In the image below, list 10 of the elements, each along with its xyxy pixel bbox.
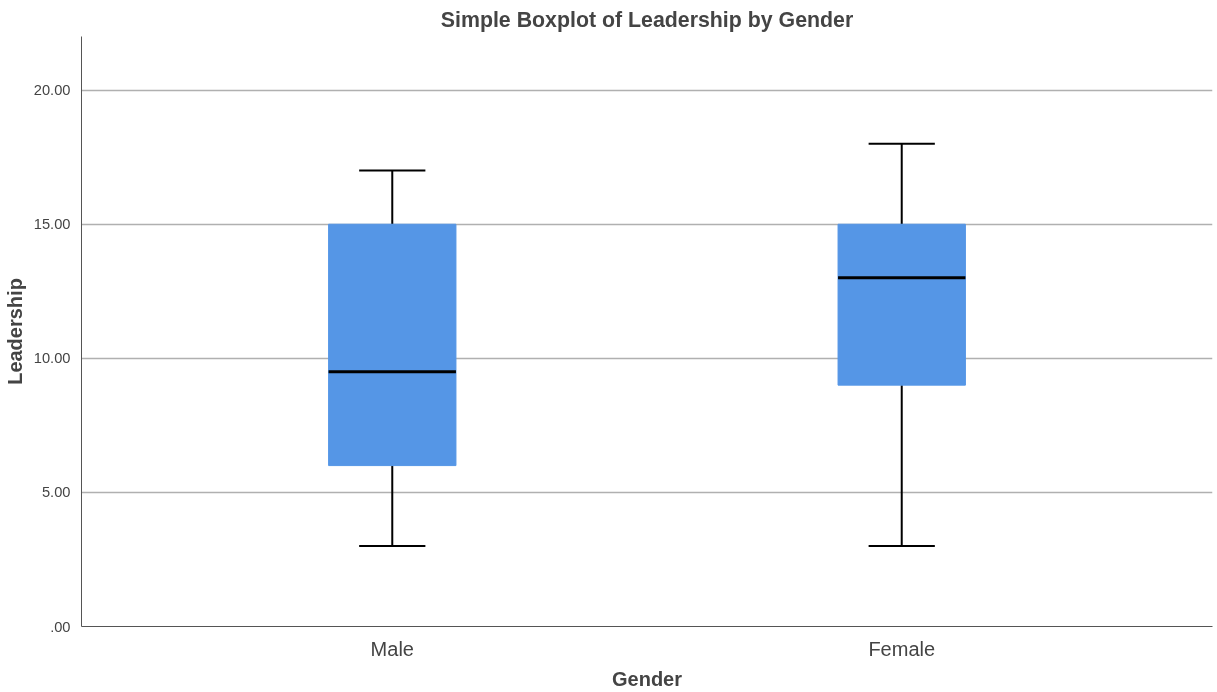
y-tick-label: 10.00: [33, 350, 71, 367]
chart-title: Simple Boxplot of Leadership by Gender: [440, 7, 854, 32]
y-tick-label: .00: [50, 618, 71, 635]
y-tick-label: 20.00: [33, 82, 71, 99]
y-axis-title: Leadership: [3, 278, 26, 385]
x-tick-label: Female: [868, 637, 936, 660]
y-tick-label: 5.00: [41, 484, 71, 501]
x-axis-title: Gender: [611, 667, 683, 690]
x-tick-label: Male: [370, 637, 414, 660]
y-tick-label: 15.00: [33, 216, 71, 233]
